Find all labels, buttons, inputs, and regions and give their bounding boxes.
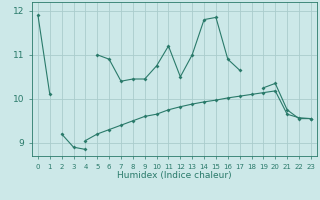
X-axis label: Humidex (Indice chaleur): Humidex (Indice chaleur) [117, 171, 232, 180]
